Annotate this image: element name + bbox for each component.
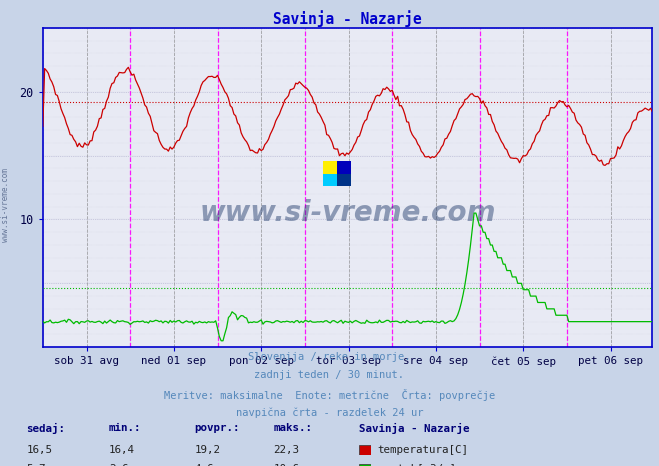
Text: www.si-vreme.com: www.si-vreme.com xyxy=(1,168,10,242)
Text: maks.:: maks.: xyxy=(273,423,312,432)
Bar xyxy=(337,174,351,186)
Text: zadnji teden / 30 minut.: zadnji teden / 30 minut. xyxy=(254,370,405,380)
Text: 2,6: 2,6 xyxy=(109,464,129,466)
Text: 22,3: 22,3 xyxy=(273,445,299,455)
Text: pretok[m3/s]: pretok[m3/s] xyxy=(378,464,455,466)
Text: Slovenija / reke in morje.: Slovenija / reke in morje. xyxy=(248,352,411,362)
Text: sedaj:: sedaj: xyxy=(26,423,65,434)
Text: 5,7: 5,7 xyxy=(26,464,46,466)
Text: 4,6: 4,6 xyxy=(194,464,214,466)
Text: 19,2: 19,2 xyxy=(194,445,220,455)
Text: 10,6: 10,6 xyxy=(273,464,299,466)
Text: 16,5: 16,5 xyxy=(26,445,52,455)
Bar xyxy=(323,174,337,186)
Text: 16,4: 16,4 xyxy=(109,445,134,455)
Text: Savinja - Nazarje: Savinja - Nazarje xyxy=(359,423,470,434)
Text: Meritve: maksimalne  Enote: metrične  Črta: povprečje: Meritve: maksimalne Enote: metrične Črta… xyxy=(164,389,495,401)
Text: temperatura[C]: temperatura[C] xyxy=(378,445,469,455)
Text: www.si-vreme.com: www.si-vreme.com xyxy=(200,199,496,227)
Title: Savinja - Nazarje: Savinja - Nazarje xyxy=(273,10,422,27)
Bar xyxy=(337,161,351,174)
Text: navpična črta - razdelek 24 ur: navpična črta - razdelek 24 ur xyxy=(236,408,423,418)
Text: povpr.:: povpr.: xyxy=(194,423,240,432)
Bar xyxy=(323,161,337,174)
Text: min.:: min.: xyxy=(109,423,141,432)
